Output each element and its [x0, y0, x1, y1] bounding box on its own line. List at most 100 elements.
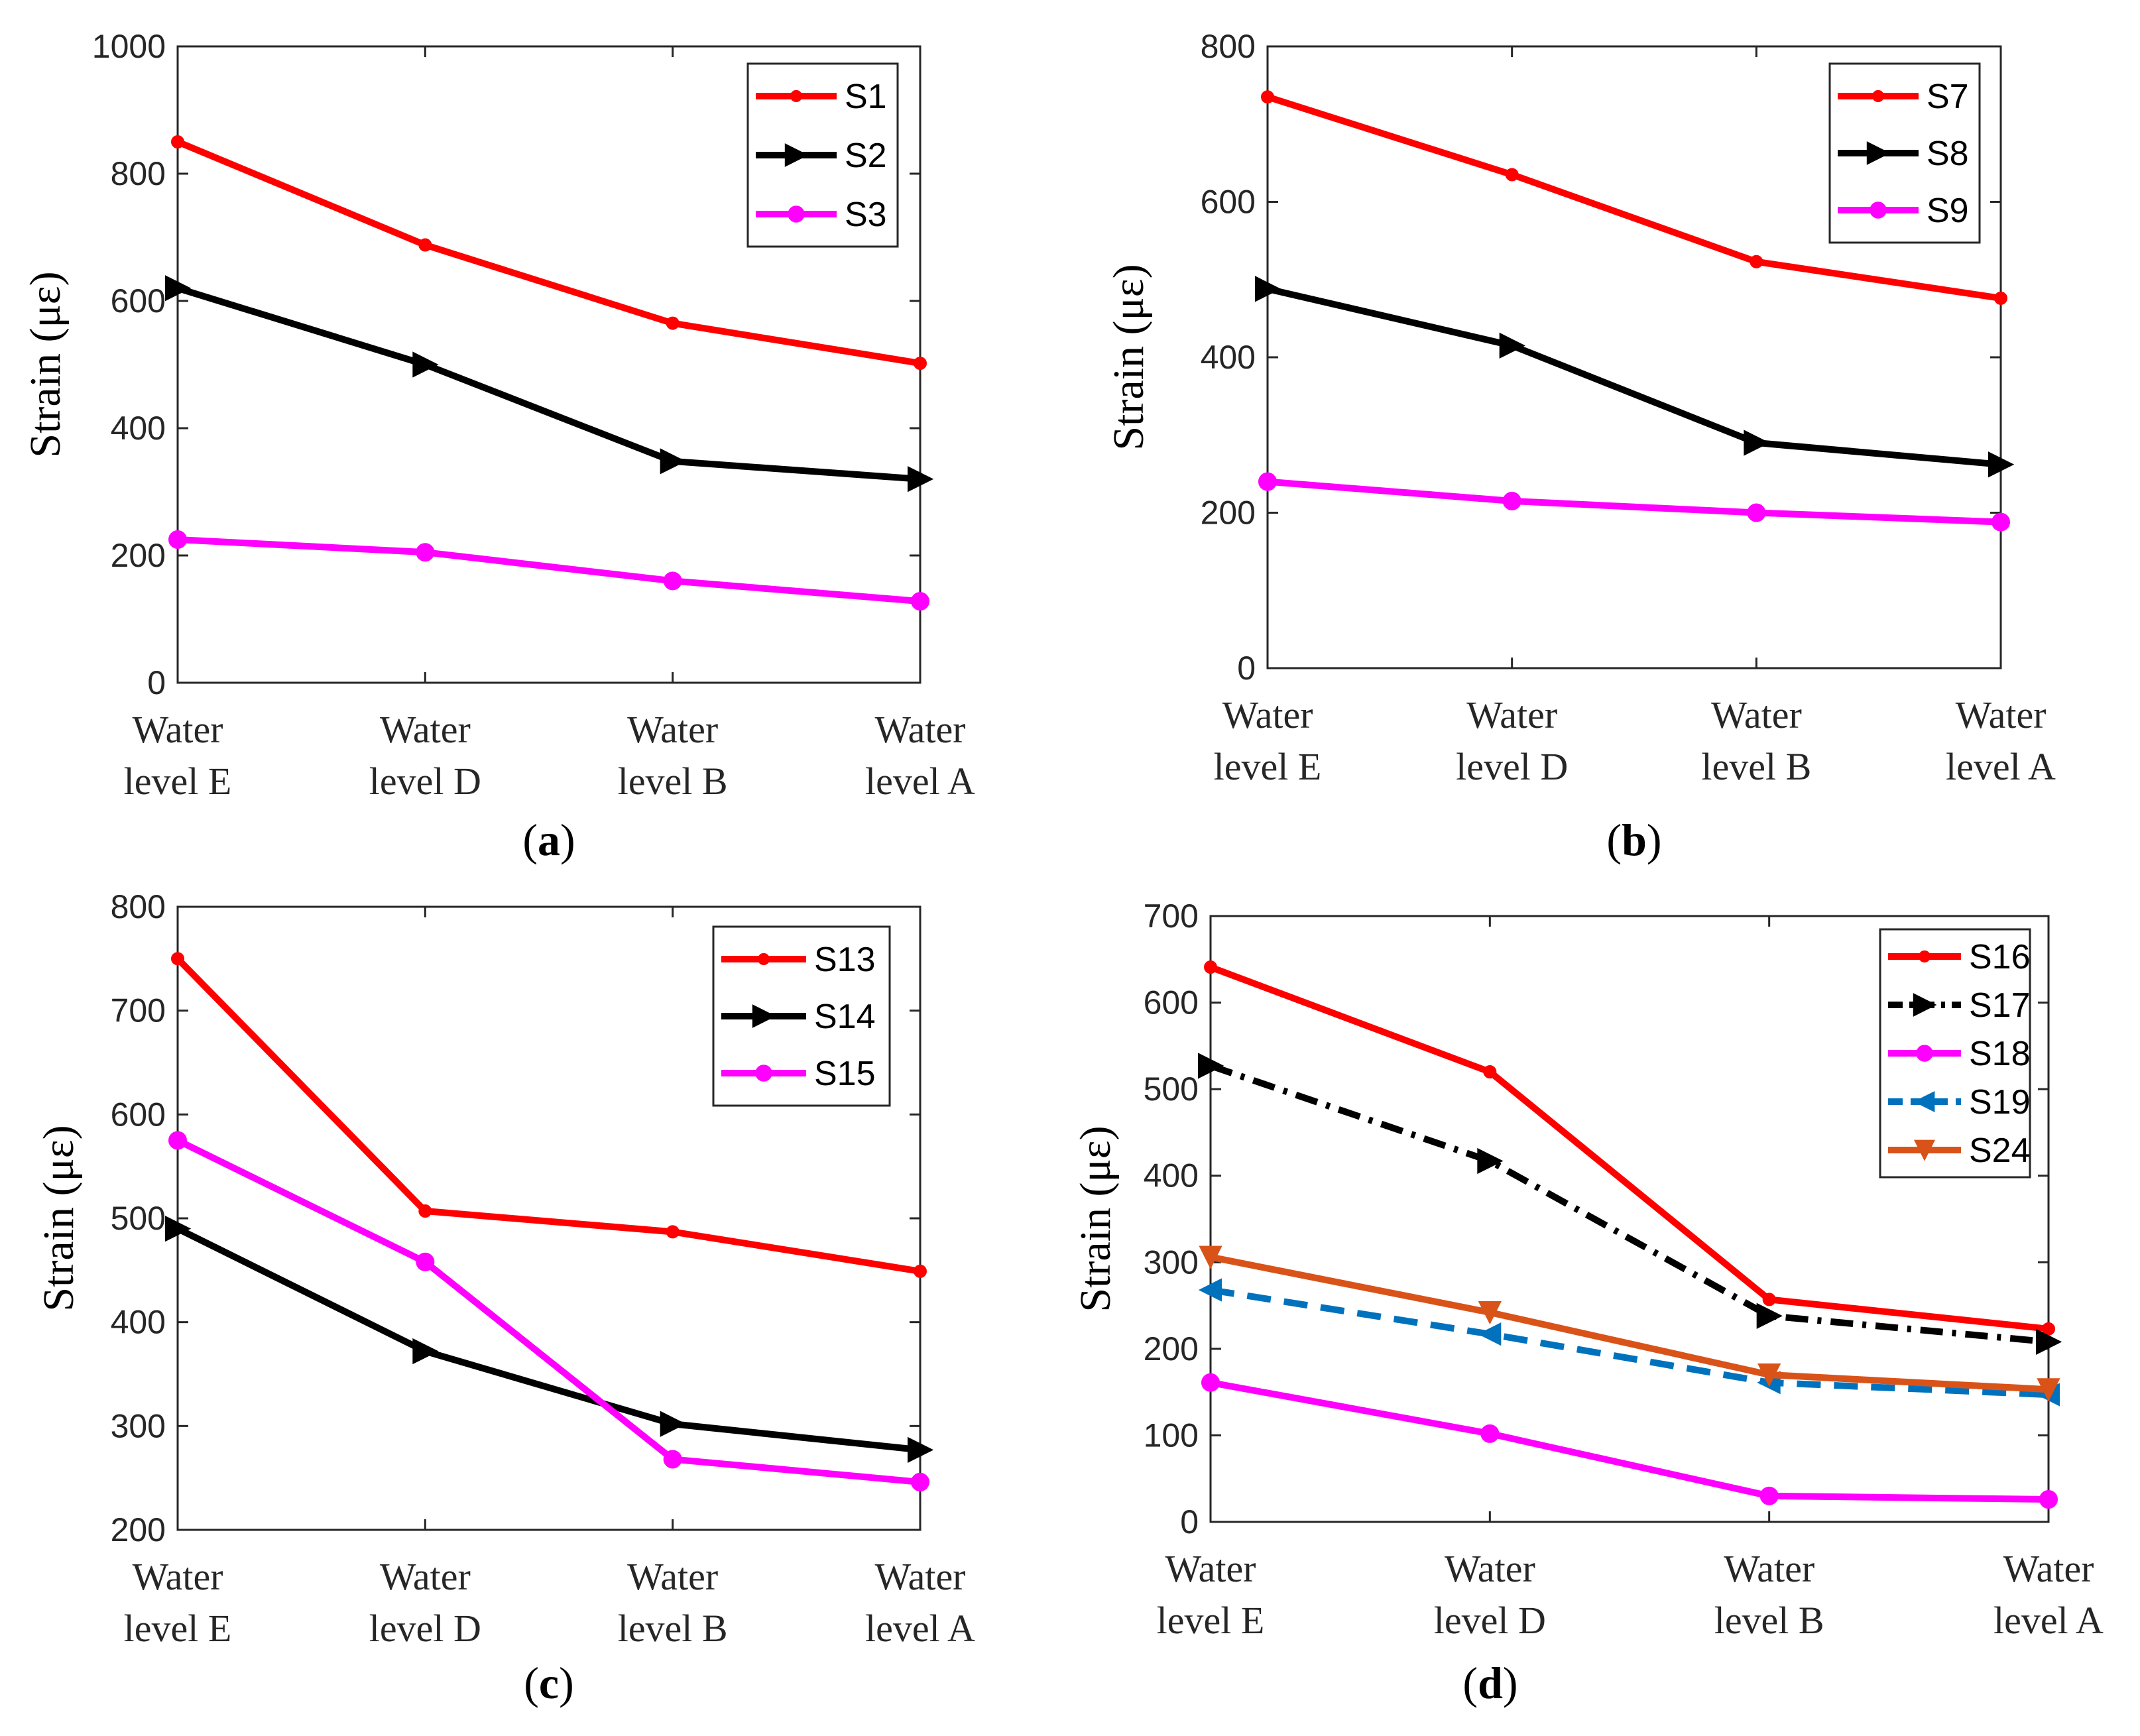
data-point — [2042, 1322, 2055, 1336]
panel-label-letter: c — [539, 1658, 559, 1708]
x-tick-label: Water level D — [1456, 693, 1568, 788]
data-point — [1756, 1302, 1783, 1329]
x-tick-label-line1: Water — [1445, 1547, 1535, 1590]
series-S16 — [1204, 960, 2055, 1336]
series-line — [177, 536, 921, 605]
panel-label-letter: d — [1478, 1658, 1503, 1708]
legend-marker — [790, 89, 803, 103]
panel-label: (c) — [524, 1658, 574, 1708]
data-point — [416, 1252, 435, 1271]
x-tick-label-line2: level E — [124, 1607, 232, 1650]
x-tick-label-line2: level A — [865, 760, 975, 803]
x-tick-label-line2: level A — [1946, 745, 2056, 788]
data-point — [1480, 1424, 1500, 1443]
x-tick-label-line1: Water — [380, 1555, 471, 1598]
legend-label: S7 — [1927, 78, 1969, 116]
x-tick-label-line2: level A — [1993, 1599, 2104, 1642]
data-point — [914, 1264, 927, 1278]
panel-label-close: ) — [1503, 1658, 1518, 1708]
series-S15 — [168, 1131, 929, 1491]
chart-panel-c: 200 300 400 500 600 700 800 Water level E Water le… — [34, 888, 975, 1708]
data-point — [1744, 430, 1770, 456]
series-S8 — [1255, 276, 2015, 478]
x-tick-label: Water level A — [1946, 693, 2056, 788]
data-point — [1759, 1486, 1779, 1505]
data-point — [666, 1225, 680, 1239]
series-S7 — [1261, 90, 2007, 305]
data-point — [1198, 1053, 1224, 1079]
panel-label: (d) — [1462, 1658, 1517, 1708]
legend-marker — [1870, 202, 1887, 219]
panel-label-letter: b — [1622, 815, 1647, 865]
legend: S13 S14 S15 — [712, 925, 891, 1107]
series-line — [176, 1137, 921, 1485]
legend-marker — [757, 953, 770, 966]
x-tick-label-line1: Water — [1724, 1547, 1814, 1590]
series-S13 — [171, 952, 927, 1278]
panel-label-open: ( — [522, 815, 538, 865]
y-tick-label: 600 — [111, 282, 166, 319]
series-S24 — [1199, 1245, 2060, 1402]
x-tick-label-line1: Water — [1711, 693, 1802, 736]
panel-label: (b) — [1606, 815, 1661, 865]
series-line — [1210, 1287, 2049, 1399]
series-line — [1267, 478, 2001, 526]
x-tick-label-line1: Water — [874, 708, 965, 751]
x-tick-label-line1: Water — [132, 1555, 223, 1598]
series-S18 — [1201, 1373, 2058, 1509]
series-S1 — [171, 135, 927, 371]
legend-label: S15 — [814, 1055, 876, 1093]
data-point — [1255, 276, 1281, 302]
legend-label: S1 — [845, 78, 887, 116]
y-tick-label: 500 — [1144, 1071, 1199, 1108]
data-point — [1502, 491, 1521, 510]
data-point — [1258, 472, 1277, 491]
panel-label: (a) — [522, 815, 575, 865]
y-tick-label: 800 — [111, 155, 166, 192]
data-point — [1201, 1373, 1220, 1392]
x-tick-label-line2: level E — [1157, 1599, 1265, 1642]
data-point — [663, 571, 682, 591]
legend-label: S24 — [1969, 1131, 2031, 1170]
y-tick-label: 800 — [111, 888, 166, 925]
data-point — [1757, 1363, 1781, 1387]
y-tick-label: 200 — [1144, 1330, 1199, 1367]
y-axis-label: Strain (με) — [1071, 1126, 1120, 1312]
x-tick-label-line2: level B — [1701, 745, 1811, 788]
x-tick-label-line2: level B — [618, 1607, 728, 1650]
x-tick-label-line1: Water — [1466, 693, 1557, 736]
legend-label: S19 — [1969, 1083, 2031, 1122]
legend-label: S3 — [845, 196, 887, 234]
legend: S16 S17 S18 S19 S24 — [1879, 928, 2031, 1179]
y-tick-label: 100 — [1144, 1417, 1199, 1454]
x-tick-label-line1: Water — [874, 1555, 965, 1598]
data-point — [1477, 1147, 1504, 1175]
data-point — [2039, 1490, 2058, 1509]
data-point — [1499, 332, 1525, 359]
panel-label-close: ) — [1647, 815, 1662, 865]
series-line — [176, 139, 921, 367]
x-tick-label-line1: Water — [132, 708, 223, 751]
data-point — [412, 1338, 439, 1365]
x-tick-label: Water level A — [865, 708, 975, 803]
x-tick-label: Water level D — [369, 708, 481, 803]
x-tick-label-line2: level E — [124, 760, 232, 803]
legend-label: S18 — [1969, 1035, 2031, 1073]
series-line — [175, 956, 921, 1275]
y-tick-label: 400 — [1201, 339, 1256, 376]
y-tick-label: 300 — [1144, 1244, 1199, 1281]
data-point — [660, 448, 686, 475]
y-axis-label: Strain (με) — [21, 271, 70, 457]
data-point — [412, 351, 439, 378]
y-tick-label: 400 — [1144, 1157, 1199, 1194]
x-tick-label: Water level D — [369, 1555, 481, 1650]
x-tick-label-line1: Water — [1222, 693, 1313, 736]
series-line — [1266, 93, 2001, 302]
series-line — [176, 1226, 921, 1454]
legend-label: S9 — [1927, 192, 1969, 230]
data-point — [1198, 1278, 1222, 1302]
y-tick-label: 1000 — [92, 28, 166, 65]
data-point — [1747, 503, 1766, 522]
data-point — [2037, 1378, 2060, 1402]
